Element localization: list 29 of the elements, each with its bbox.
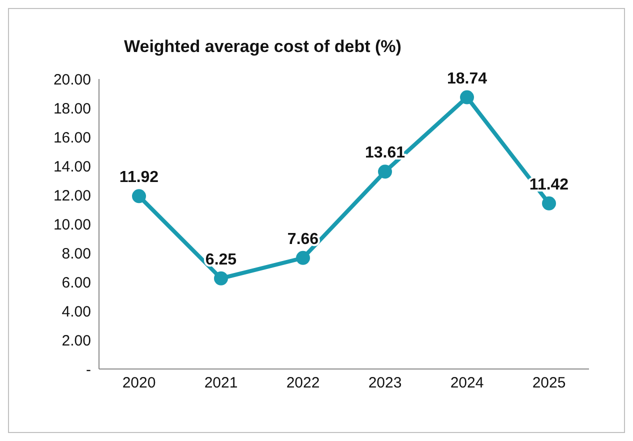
x-tick-label: 2021 <box>204 374 238 392</box>
y-tick-label: 14.00 <box>53 158 91 176</box>
x-tick-label: 2022 <box>286 374 320 392</box>
data-label: 11.92 <box>119 169 159 186</box>
x-tick-label: 2020 <box>122 374 156 392</box>
y-tick-label: 10.00 <box>53 216 91 234</box>
y-tick-label: 16.00 <box>53 129 91 146</box>
point <box>378 164 392 179</box>
y-tick-label: 12.00 <box>53 187 91 204</box>
point <box>460 90 474 104</box>
x-tick-label: 2023 <box>368 374 402 392</box>
point <box>132 189 146 204</box>
y-tick-label: - <box>86 361 91 378</box>
point <box>214 271 228 286</box>
data-label: 7.66 <box>287 230 319 248</box>
point <box>542 196 556 210</box>
x-tick-label: 2024 <box>450 374 484 392</box>
x-tick-label: 2025 <box>532 374 566 392</box>
data-label: 13.61 <box>364 144 406 162</box>
y-tick-label: 4.00 <box>62 303 91 320</box>
y-tick-label: 6.00 <box>62 274 91 292</box>
y-tick-label: 20.00 <box>53 71 91 88</box>
data-label: 18.74 <box>446 70 488 88</box>
data-label: 6.25 <box>205 251 237 268</box>
point <box>296 250 310 265</box>
y-tick-label: 18.00 <box>53 100 91 118</box>
chart-title: Weighted average cost of debt (%) <box>124 37 402 57</box>
y-tick-label: 8.00 <box>62 245 91 262</box>
y-tick-label: 2.00 <box>62 332 91 350</box>
